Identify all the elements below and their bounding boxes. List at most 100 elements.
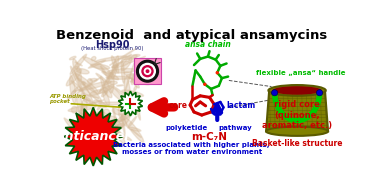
- Ellipse shape: [88, 79, 92, 84]
- Ellipse shape: [77, 77, 100, 94]
- Ellipse shape: [73, 129, 78, 135]
- Ellipse shape: [124, 117, 144, 142]
- Ellipse shape: [81, 100, 104, 107]
- Ellipse shape: [107, 121, 112, 141]
- Ellipse shape: [103, 87, 112, 98]
- Ellipse shape: [82, 121, 90, 129]
- Ellipse shape: [75, 66, 78, 69]
- Ellipse shape: [128, 127, 141, 131]
- Ellipse shape: [117, 123, 123, 129]
- Ellipse shape: [90, 78, 97, 81]
- Ellipse shape: [73, 59, 82, 81]
- Ellipse shape: [68, 105, 96, 112]
- Ellipse shape: [122, 90, 144, 97]
- Ellipse shape: [76, 122, 81, 132]
- Ellipse shape: [126, 74, 145, 81]
- Ellipse shape: [96, 73, 107, 82]
- Ellipse shape: [81, 107, 87, 123]
- Ellipse shape: [106, 76, 131, 79]
- Ellipse shape: [121, 60, 125, 83]
- Ellipse shape: [74, 129, 104, 137]
- Text: Basket-like structure: Basket-like structure: [252, 139, 342, 148]
- Ellipse shape: [76, 68, 89, 74]
- Ellipse shape: [78, 94, 91, 101]
- Ellipse shape: [88, 129, 93, 136]
- Ellipse shape: [113, 120, 122, 129]
- Ellipse shape: [124, 72, 150, 85]
- Ellipse shape: [81, 98, 87, 115]
- Circle shape: [203, 83, 206, 86]
- Ellipse shape: [109, 86, 123, 101]
- Ellipse shape: [100, 119, 110, 126]
- Ellipse shape: [102, 67, 117, 89]
- Ellipse shape: [102, 71, 111, 77]
- Ellipse shape: [70, 54, 86, 74]
- Ellipse shape: [87, 119, 95, 122]
- Ellipse shape: [111, 56, 119, 79]
- Polygon shape: [64, 107, 123, 166]
- Ellipse shape: [75, 62, 82, 66]
- Ellipse shape: [81, 94, 99, 98]
- Ellipse shape: [95, 56, 127, 62]
- Ellipse shape: [77, 95, 83, 114]
- Ellipse shape: [112, 65, 119, 68]
- Ellipse shape: [119, 113, 127, 126]
- Text: lactam: lactam: [227, 101, 256, 110]
- Circle shape: [144, 67, 151, 75]
- Ellipse shape: [131, 66, 143, 84]
- Ellipse shape: [110, 81, 117, 84]
- Circle shape: [272, 90, 278, 96]
- Ellipse shape: [266, 127, 328, 136]
- Ellipse shape: [116, 54, 132, 66]
- Text: Anticancer: Anticancer: [56, 130, 131, 143]
- Ellipse shape: [108, 73, 114, 93]
- Ellipse shape: [95, 119, 121, 138]
- Ellipse shape: [109, 119, 125, 123]
- Ellipse shape: [73, 90, 80, 92]
- Ellipse shape: [110, 49, 136, 65]
- Ellipse shape: [124, 63, 134, 93]
- Ellipse shape: [88, 60, 106, 68]
- Ellipse shape: [111, 122, 125, 144]
- Ellipse shape: [103, 91, 110, 105]
- Ellipse shape: [124, 77, 131, 110]
- Ellipse shape: [70, 56, 76, 60]
- Ellipse shape: [108, 69, 136, 73]
- Ellipse shape: [117, 115, 130, 129]
- Ellipse shape: [64, 118, 86, 143]
- Ellipse shape: [133, 92, 140, 120]
- Circle shape: [145, 69, 150, 73]
- Text: flexible „ansa“ handle: flexible „ansa“ handle: [256, 70, 346, 76]
- Ellipse shape: [117, 85, 123, 86]
- Ellipse shape: [117, 104, 141, 122]
- Ellipse shape: [122, 113, 126, 117]
- Ellipse shape: [81, 81, 85, 85]
- Text: pathway: pathway: [219, 125, 252, 131]
- Ellipse shape: [99, 65, 116, 92]
- Circle shape: [215, 71, 219, 74]
- Ellipse shape: [113, 106, 119, 135]
- Ellipse shape: [71, 106, 77, 113]
- Ellipse shape: [91, 57, 96, 61]
- Ellipse shape: [84, 111, 102, 117]
- Text: core: core: [169, 101, 188, 110]
- Ellipse shape: [131, 129, 141, 137]
- Ellipse shape: [83, 57, 111, 74]
- Ellipse shape: [99, 85, 114, 93]
- Ellipse shape: [130, 80, 137, 82]
- Ellipse shape: [91, 64, 110, 69]
- Ellipse shape: [79, 81, 111, 90]
- Ellipse shape: [83, 82, 102, 102]
- Ellipse shape: [83, 99, 96, 106]
- Ellipse shape: [132, 78, 140, 88]
- Ellipse shape: [70, 66, 83, 91]
- Ellipse shape: [120, 96, 140, 119]
- Ellipse shape: [134, 86, 137, 91]
- Text: Hsp90: Hsp90: [95, 40, 130, 50]
- Ellipse shape: [79, 112, 94, 122]
- Circle shape: [136, 60, 159, 83]
- Ellipse shape: [90, 90, 103, 95]
- Circle shape: [316, 90, 323, 96]
- FancyBboxPatch shape: [134, 58, 161, 84]
- Ellipse shape: [78, 118, 86, 126]
